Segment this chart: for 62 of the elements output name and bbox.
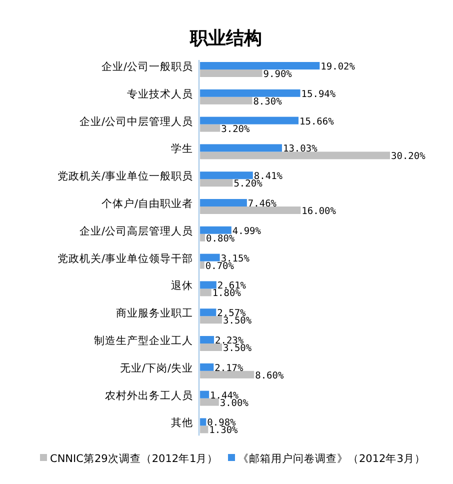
y-tick-label: 退休 xyxy=(171,279,193,292)
bar xyxy=(200,226,232,234)
bar xyxy=(200,70,262,77)
data-label: 0.70% xyxy=(205,260,234,272)
bar xyxy=(200,316,222,324)
data-label: 4.99% xyxy=(232,226,262,237)
data-label: 19.02% xyxy=(320,62,356,72)
bar xyxy=(200,89,300,97)
y-tick-label: 农村外出务工人员 xyxy=(105,388,193,402)
bar xyxy=(200,62,320,70)
chart-title: 职业结构 xyxy=(189,28,262,49)
bar xyxy=(200,390,210,398)
bar xyxy=(200,234,206,242)
bar xyxy=(200,308,216,316)
bar xyxy=(200,254,220,262)
data-label: 3.20% xyxy=(221,124,250,135)
bar xyxy=(200,124,220,132)
data-label: 8.30% xyxy=(253,96,282,108)
bar xyxy=(200,96,252,104)
bar xyxy=(200,179,233,187)
y-tick-label: 企业/公司中层管理人员 xyxy=(79,114,193,128)
bar xyxy=(200,261,204,269)
data-label: 7.46% xyxy=(248,198,277,210)
data-label: 2.17% xyxy=(214,362,244,374)
bar xyxy=(200,206,301,214)
bar xyxy=(200,344,222,351)
y-tick-label: 个体户/自由职业者 xyxy=(101,197,193,210)
y-tick-label: 商业服务业职工 xyxy=(116,306,193,320)
bar xyxy=(200,288,212,296)
y-tick-label: 制造生产型企业工人 xyxy=(94,334,193,347)
data-label: 3.50% xyxy=(223,343,252,354)
data-label: 16.00% xyxy=(302,206,336,217)
legend-label: CNNIC第29次调查（2012年1月） xyxy=(50,452,218,465)
legend-label: 《邮箱用户问卷调查》（2012年3月） xyxy=(238,452,426,465)
bar xyxy=(200,199,247,206)
bar xyxy=(200,152,390,160)
data-label: 13.03% xyxy=(282,144,318,155)
y-tick-label: 党政机关/事业单位一般职员 xyxy=(57,170,193,183)
y-tick-label: 企业/公司高层管理人员 xyxy=(79,224,193,238)
bar xyxy=(200,363,214,371)
y-tick-label: 其他 xyxy=(171,416,193,430)
y-tick-label: 学生 xyxy=(171,142,193,156)
y-tick-label: 无业/下岗/失业 xyxy=(120,361,193,374)
y-tick-label: 专业技术人员 xyxy=(127,87,193,100)
data-label: 9.90% xyxy=(263,69,292,80)
bar xyxy=(200,116,299,124)
data-label: 15.66% xyxy=(300,116,334,128)
bar xyxy=(200,144,282,152)
bar xyxy=(200,336,214,344)
bar xyxy=(200,418,206,426)
data-label: 3.00% xyxy=(220,398,249,409)
data-label: 30.20% xyxy=(391,151,426,162)
data-label: 8.60% xyxy=(255,370,284,382)
bar xyxy=(200,398,219,406)
bar xyxy=(200,426,208,434)
data-label: 15.94% xyxy=(301,88,336,100)
data-label: 0.80% xyxy=(206,233,235,244)
bar xyxy=(200,281,216,289)
y-tick-label: 党政机关/事业单位领导干部 xyxy=(57,252,193,265)
bar xyxy=(200,370,254,378)
y-tick-label: 企业/公司一般职员 xyxy=(101,60,193,73)
bar xyxy=(200,172,253,180)
